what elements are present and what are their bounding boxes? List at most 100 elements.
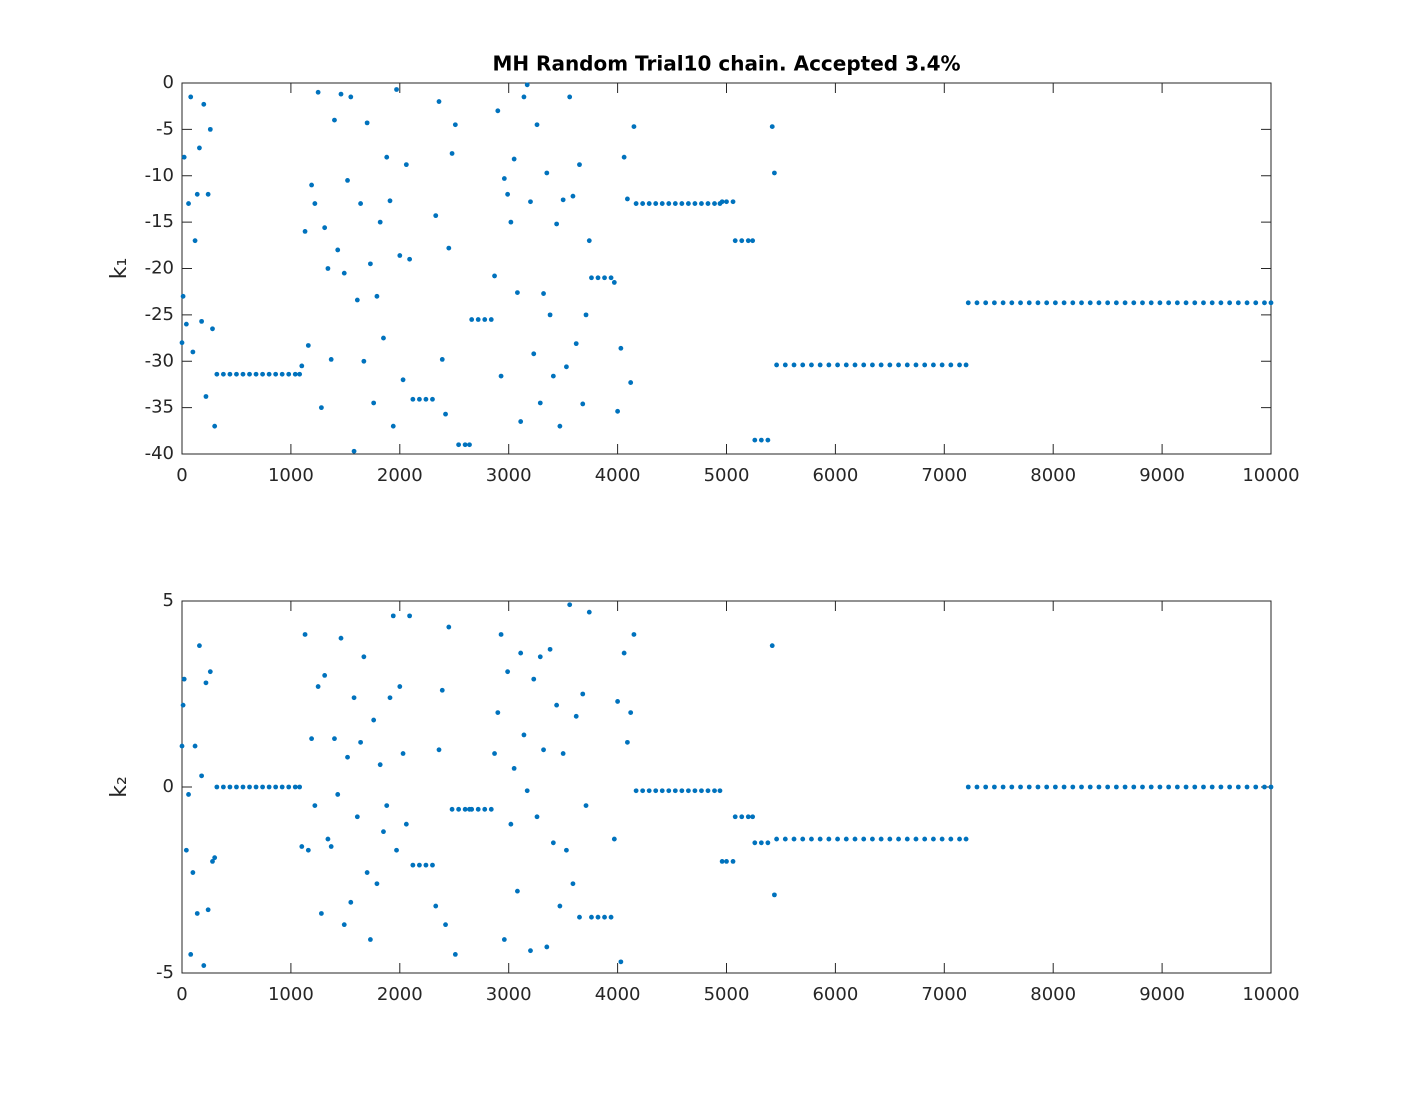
y-tick-label: -5 [156, 962, 174, 983]
data-point [1209, 784, 1215, 790]
data-point [653, 788, 659, 794]
x-tick-label: 2000 [377, 984, 423, 1005]
data-point [672, 201, 678, 206]
data-point [456, 442, 462, 448]
data-point [557, 423, 563, 429]
y-axis-label: k₁ [107, 258, 132, 280]
data-point [417, 396, 422, 402]
data-point [234, 784, 239, 790]
data-point [1035, 784, 1041, 790]
data-point [646, 201, 652, 206]
data-point [203, 394, 209, 399]
data-point [550, 373, 556, 379]
x-tick-label: 8000 [1030, 465, 1076, 486]
data-point [348, 899, 354, 905]
data-point [1235, 784, 1241, 790]
data-point [963, 362, 969, 368]
data-point [227, 371, 233, 377]
data-point [498, 632, 504, 637]
data-point [631, 124, 637, 129]
data-point [1140, 784, 1145, 790]
data-point [247, 371, 252, 377]
data-point [774, 836, 779, 842]
x-tick-label: 5000 [704, 984, 750, 1005]
data-point [633, 201, 639, 206]
data-point [826, 836, 832, 842]
data-point [397, 253, 403, 258]
y-tick-label: -35 [145, 397, 174, 418]
data-point [560, 751, 566, 756]
data-point [732, 238, 738, 244]
data-point [679, 788, 685, 794]
data-point [1070, 784, 1076, 790]
data-point [732, 814, 738, 820]
data-point [1157, 784, 1163, 790]
data-point [521, 94, 527, 100]
data-point [595, 275, 601, 281]
data-point [180, 702, 186, 708]
data-point [1218, 784, 1224, 790]
data-point [554, 702, 560, 708]
data-point [861, 362, 867, 368]
data-point [904, 836, 910, 842]
data-point [446, 624, 452, 630]
data-point [570, 881, 576, 887]
data-point [765, 840, 771, 846]
x-tick-label: 7000 [921, 984, 967, 1005]
data-point [410, 396, 416, 402]
data-point [374, 293, 380, 299]
data-point [1105, 784, 1111, 790]
data-point [537, 654, 543, 660]
data-point [1009, 784, 1015, 790]
data-point [179, 340, 185, 346]
data-point [361, 358, 367, 364]
data-point [332, 117, 337, 123]
data-point [210, 859, 215, 864]
data-point [750, 238, 756, 244]
y-tick-label: 5 [163, 590, 174, 611]
data-point [618, 345, 624, 351]
data-point [367, 261, 373, 267]
data-point [809, 836, 814, 842]
data-point [205, 191, 211, 197]
data-point [904, 362, 910, 368]
data-point [625, 196, 630, 202]
data-point [403, 162, 409, 168]
data-point [338, 635, 344, 641]
data-point [430, 396, 435, 402]
data-point [400, 751, 406, 756]
data-point [312, 201, 318, 206]
data-point [403, 821, 409, 827]
data-point [345, 754, 350, 760]
data-point [1018, 300, 1023, 306]
data-point [791, 836, 797, 842]
data-point [564, 847, 569, 853]
data-point [948, 362, 954, 368]
data-point [449, 806, 455, 812]
data-point [724, 199, 729, 205]
data-point [462, 442, 468, 448]
data-point [309, 182, 314, 188]
data-point [550, 840, 556, 846]
data-point [358, 201, 363, 206]
data-point [482, 806, 488, 812]
data-point [633, 788, 639, 794]
data-point [963, 836, 969, 842]
data-point [508, 219, 514, 225]
data-point [896, 836, 901, 842]
data-point [220, 784, 226, 790]
data-point [390, 423, 396, 429]
data-point [769, 643, 775, 649]
data-point [354, 814, 360, 820]
data-point [580, 691, 586, 697]
data-point [730, 199, 736, 205]
data-point [1148, 300, 1154, 306]
data-point [335, 792, 341, 797]
data-point [443, 411, 448, 417]
data-point [621, 154, 627, 160]
data-point [279, 784, 285, 790]
data-point [1262, 300, 1267, 306]
data-point [765, 437, 771, 443]
data-point [611, 280, 617, 285]
data-point [1192, 300, 1198, 306]
